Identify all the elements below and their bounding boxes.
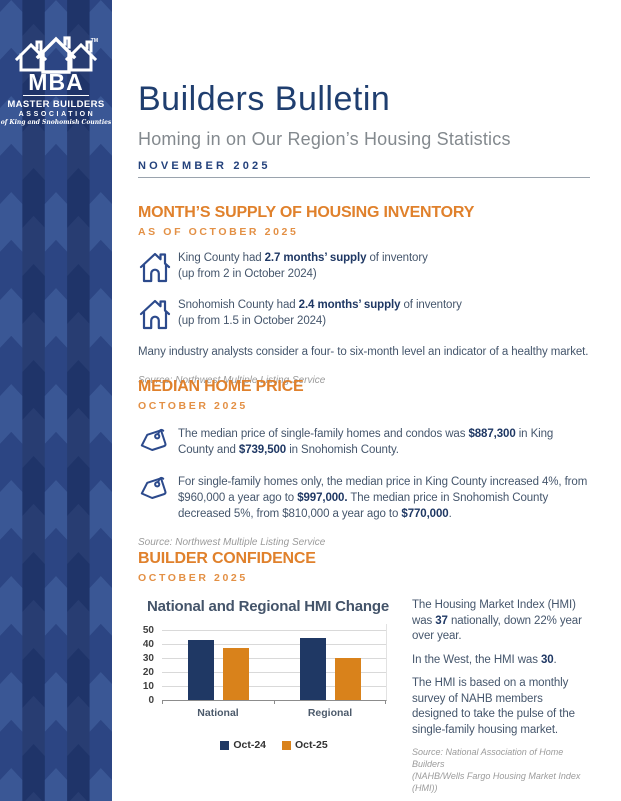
chart-plot <box>162 624 387 704</box>
bar-Oct-24-Regional <box>299 638 326 700</box>
median-item-text: The median price of single-family homes … <box>178 428 554 456</box>
section-heading: MONTH’S SUPPLY OF HOUSING INVENTORY <box>138 204 475 221</box>
section-subheading: OCTOBER 2025 <box>138 400 248 412</box>
source-attribution: Source: Northwest Multiple Listing Servi… <box>138 375 326 386</box>
gridline <box>162 630 386 631</box>
section-heading: BUILDER CONFIDENCE <box>138 550 316 567</box>
supply-line1: King County had 2.7 months’ supply of in… <box>178 252 428 264</box>
houses-icon <box>14 36 98 74</box>
page-title: Builders Bulletin <box>138 80 391 118</box>
trademark-label: TM <box>90 38 98 44</box>
y-tick-label: 0 <box>148 695 154 706</box>
supply-note: Many industry analysts consider a four- … <box>138 346 589 358</box>
logo-divider <box>23 95 89 96</box>
y-tick-label: 10 <box>142 681 154 692</box>
price-tag-icon <box>138 474 178 510</box>
page-subtitle: Homing in on Our Region’s Housing Statis… <box>138 129 511 149</box>
y-tick-label: 50 <box>142 625 154 636</box>
confidence-paragraph: In the West, the HMI was 30. <box>412 653 557 666</box>
confidence-paragraph: The Housing Market Index (HMI) was 37 na… <box>412 599 582 642</box>
median-item-2: For single-family homes only, the median… <box>138 474 590 522</box>
logo-master-builders: MASTER BUILDERS <box>7 99 105 110</box>
mba-logo: TM MBA MASTER BUILDERS ASSOCIATION of Ki… <box>0 36 112 127</box>
price-tag-icon <box>138 426 178 462</box>
section-subheading: OCTOBER 2025 <box>138 572 248 584</box>
supply-line1: Snohomish County had 2.4 months’ supply … <box>178 299 462 311</box>
section-months-supply: MONTH’S SUPPLY OF HOUSING INVENTORY AS O… <box>138 203 590 387</box>
bar-Oct-24-National <box>187 639 214 700</box>
sidebar: TM MBA MASTER BUILDERS ASSOCIATION of Ki… <box>0 0 112 801</box>
section-builder-confidence: BUILDER CONFIDENCE OCTOBER 2025 National… <box>138 549 590 794</box>
x-axis-tick <box>385 700 386 704</box>
house-icon <box>138 250 178 288</box>
supply-item-text: King County had 2.7 months’ supply of in… <box>178 250 590 282</box>
chart-legend: Oct-24 Oct-25 <box>150 739 398 751</box>
median-item-text: For single-family homes only, the median… <box>178 476 588 520</box>
gridline <box>162 686 386 687</box>
legend-swatch <box>282 740 291 750</box>
confidence-paragraph: The HMI is based on a monthly survey of … <box>412 677 575 736</box>
hmi-bar-chart: National and Regional HMI Change 0 10 20 30… <box>138 598 398 794</box>
legend-label: Oct-24 <box>233 739 266 751</box>
confidence-text-column: The Housing Market Index (HMI) was 37 na… <box>412 598 590 794</box>
y-tick-label: 20 <box>142 667 154 678</box>
logo-mba-text: MBA <box>28 69 84 95</box>
supply-line2: (up from 1.5 in October 2024) <box>178 315 326 327</box>
chevron-pattern <box>0 0 112 801</box>
gridline <box>162 658 386 659</box>
x-axis-tick <box>162 700 163 704</box>
section-median-price: MEDIAN HOME PRICE OCTOBER 2025 The media… <box>138 377 590 549</box>
house-icon <box>138 297 178 335</box>
median-item-1: The median price of single-family homes … <box>138 426 590 462</box>
legend-swatch <box>220 740 230 750</box>
chart-y-axis: 0 10 20 30 40 50 <box>138 624 158 706</box>
category-label-Regional: Regional <box>307 707 353 719</box>
bar-Oct-25-Regional <box>334 658 361 700</box>
chart-title: National and Regional HMI Change <box>147 598 389 615</box>
supply-line2: (up from 2 in October 2024) <box>178 268 317 280</box>
legend-item-Oct-24: Oct-24 <box>220 739 266 751</box>
issue-date: NOVEMBER 2025 <box>138 160 271 172</box>
x-axis-tick <box>274 700 275 704</box>
chart-plot-area: 0 10 20 30 40 50 <box>138 624 398 706</box>
section-heading: MEDIAN HOME PRICE <box>138 378 304 395</box>
main-content: Builders Bulletin Homing in on Our Regio… <box>138 0 590 801</box>
y-tick-label: 40 <box>142 639 154 650</box>
gridline <box>162 672 386 673</box>
y-tick-label: 30 <box>142 653 154 664</box>
source-attribution: Source: National Association of Home Bui… <box>412 747 581 793</box>
source-attribution: Source: Northwest Multiple Listing Servi… <box>138 537 326 548</box>
chart-x-axis-labels: National Regional <box>162 707 386 723</box>
supply-item-king: King County had 2.7 months’ supply of in… <box>138 250 590 288</box>
legend-item-Oct-25: Oct-25 <box>282 739 328 751</box>
category-label-National: National <box>197 707 239 719</box>
logo-association: ASSOCIATION <box>18 111 96 118</box>
legend-label: Oct-25 <box>295 739 328 751</box>
logo-tagline: of King and Snohomish Counties <box>0 119 112 126</box>
supply-item-snohomish: Snohomish County had 2.4 months’ supply … <box>138 297 590 335</box>
confidence-columns: National and Regional HMI Change 0 10 20 30… <box>138 598 590 794</box>
section-subheading: AS OF OCTOBER 2025 <box>138 226 299 238</box>
gridline <box>162 644 386 645</box>
supply-item-text: Snohomish County had 2.4 months’ supply … <box>178 297 590 329</box>
bar-Oct-25-National <box>222 648 249 700</box>
header-divider <box>138 177 590 178</box>
